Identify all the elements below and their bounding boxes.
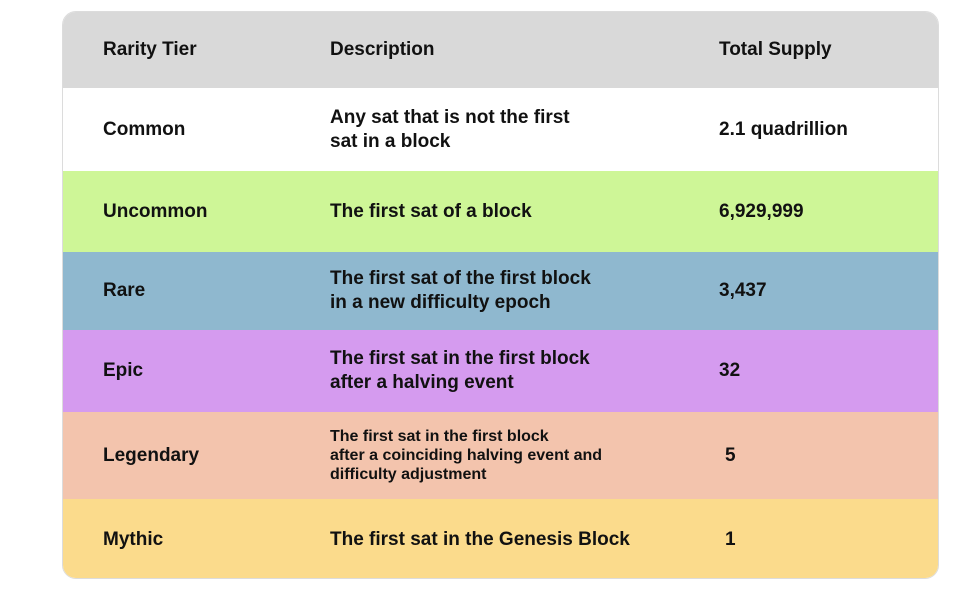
tier-cell: Legendary: [103, 444, 200, 466]
table-row: Mythic The first sat in the Genesis Bloc…: [63, 499, 938, 578]
description-cell: The first sat in the Genesis Block: [330, 499, 690, 578]
description-line: The first sat of the first block: [330, 268, 591, 289]
rarity-table: Rarity Tier Description Total Supply Com…: [62, 11, 939, 579]
description-line: after a halving event: [330, 372, 514, 393]
description-line: in a new difficulty epoch: [330, 292, 551, 313]
description-cell: Any sat that is not the first sat in a b…: [330, 88, 690, 171]
supply-cell: 5: [725, 444, 736, 466]
table-row: Uncommon The first sat of a block 6,929,…: [63, 171, 938, 252]
table-row: Epic The first sat in the first block af…: [63, 330, 938, 412]
supply-cell: 6,929,999: [719, 200, 804, 222]
supply-cell: 32: [719, 360, 741, 381]
table-header: Rarity Tier Description Total Supply: [63, 12, 938, 88]
tier-cell: Uncommon: [103, 200, 208, 222]
table-row: Legendary The first sat in the first blo…: [63, 412, 938, 499]
description-line: The first sat in the first block: [330, 348, 590, 369]
header-total-supply: Total Supply: [719, 39, 832, 60]
tier-cell: Common: [103, 118, 186, 140]
tier-cell: Mythic: [103, 528, 164, 550]
supply-cell: 1: [725, 528, 736, 550]
table-row: Common Any sat that is not the first sat…: [63, 88, 938, 171]
supply-cell: 3,437: [719, 280, 767, 301]
description-cell: The first sat of a block: [330, 171, 690, 252]
supply-cell: 2.1 quadrillion: [719, 118, 848, 140]
description-line: Any sat that is not the first: [330, 106, 570, 128]
header-rarity-tier: Rarity Tier: [103, 39, 197, 60]
description-line: difficulty adjustment: [330, 466, 487, 483]
description-line: The first sat of a block: [330, 200, 532, 222]
description-line: The first sat in the first block: [330, 428, 549, 445]
description-cell: The first sat in the first block after a…: [330, 412, 690, 499]
description-cell: The first sat of the first block in a ne…: [330, 252, 690, 330]
description-line: sat in a block: [330, 130, 451, 152]
tier-cell: Rare: [103, 280, 146, 301]
description-line: after a coinciding halving event and: [330, 447, 603, 464]
header-description: Description: [330, 39, 435, 60]
table-row: Rare The first sat of the first block in…: [63, 252, 938, 330]
description-line: The first sat in the Genesis Block: [330, 528, 630, 550]
tier-cell: Epic: [103, 360, 144, 381]
description-cell: The first sat in the first block after a…: [330, 330, 690, 412]
